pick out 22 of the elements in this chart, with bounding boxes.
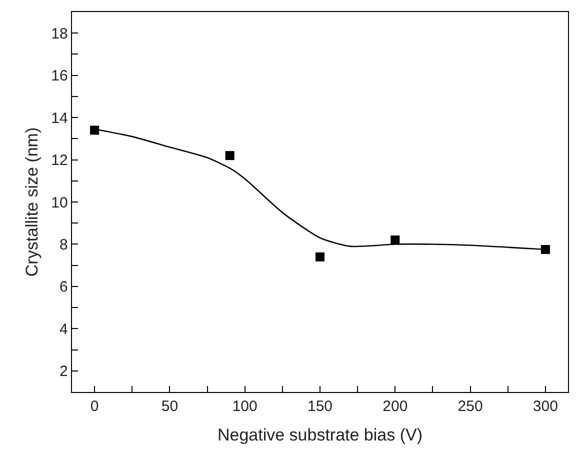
x-axis-title: Negative substrate bias (V) — [217, 426, 423, 445]
y-tick-label: 4 — [60, 320, 68, 338]
y-tick-label: 8 — [60, 236, 68, 254]
point — [540, 245, 550, 254]
y-tick-label: 10 — [51, 194, 68, 212]
point — [225, 151, 234, 160]
y-tick-label: 6 — [60, 278, 68, 296]
x-tick-label: 200 — [382, 398, 408, 416]
point — [316, 252, 324, 262]
y-tick-label: 16 — [51, 68, 68, 85]
y-tick-label: 18 — [51, 25, 68, 42]
y-tick-label: 12 — [51, 152, 68, 170]
y-tick-label: 2 — [60, 363, 68, 380]
x-tick-label: 300 — [532, 398, 558, 416]
y-axis-title: Crystallite size (nm) — [22, 127, 42, 277]
x-tick-label: 50 — [161, 398, 178, 416]
y-tick-label: 14 — [51, 110, 68, 127]
x-tick-label: 0 — [90, 398, 99, 416]
x-tick-label: 250 — [458, 398, 483, 416]
x-tick-label: 100 — [232, 398, 258, 416]
x-tick-label: 150 — [307, 398, 333, 416]
point — [90, 126, 100, 135]
